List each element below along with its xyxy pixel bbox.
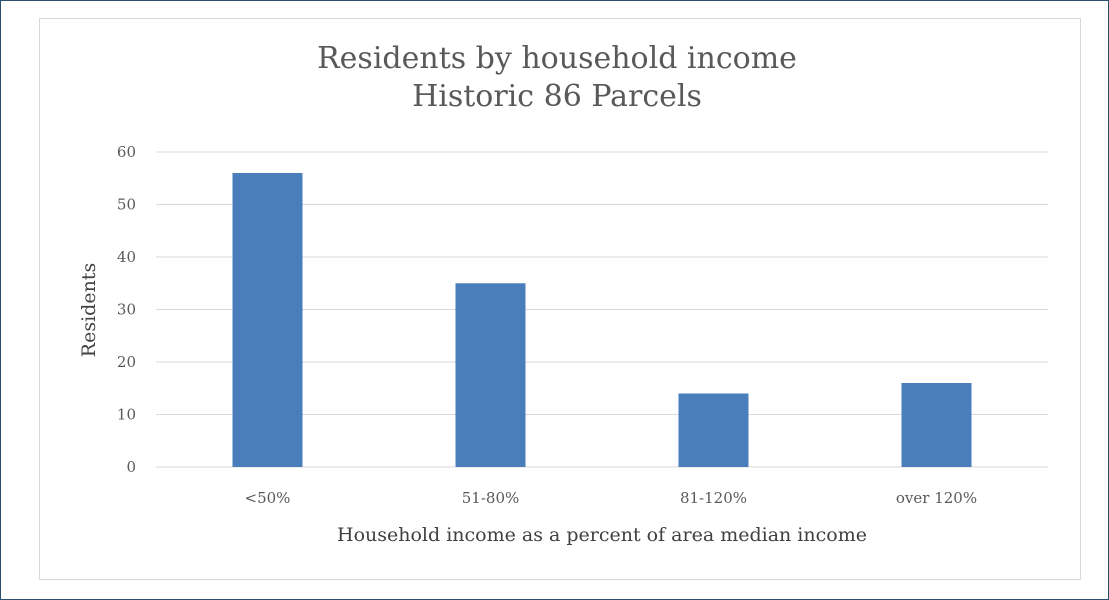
y-tick-label: 50 xyxy=(117,196,136,214)
chart-subtitle: Historic 86 Parcels xyxy=(412,79,702,114)
x-tick-label: 51-80% xyxy=(462,489,520,507)
x-axis-ticks: <50% 51-80% 81-120% over 120% xyxy=(245,489,978,507)
y-tick-label: 10 xyxy=(117,406,136,424)
x-axis-label: Household income as a percent of area me… xyxy=(337,524,867,546)
x-tick-label: 81-120% xyxy=(680,489,747,507)
bar-0 xyxy=(232,173,303,467)
bar-3 xyxy=(901,383,972,467)
y-axis-label: Residents xyxy=(78,263,100,357)
bars xyxy=(232,173,972,467)
gridlines xyxy=(156,151,1048,468)
x-tick-label: <50% xyxy=(245,489,291,507)
y-tick-label: 20 xyxy=(117,353,136,371)
bar-1 xyxy=(455,283,526,467)
y-axis-ticks: 0 10 20 30 40 50 60 xyxy=(117,143,136,476)
chart-title: Residents by household income xyxy=(317,41,797,76)
chart-panel xyxy=(39,18,1081,580)
y-tick-label: 30 xyxy=(117,301,136,319)
y-tick-label: 60 xyxy=(117,143,136,161)
x-tick-label: over 120% xyxy=(896,489,977,507)
y-tick-label: 0 xyxy=(126,458,136,476)
bar-2 xyxy=(678,393,749,467)
y-tick-label: 40 xyxy=(117,248,136,266)
